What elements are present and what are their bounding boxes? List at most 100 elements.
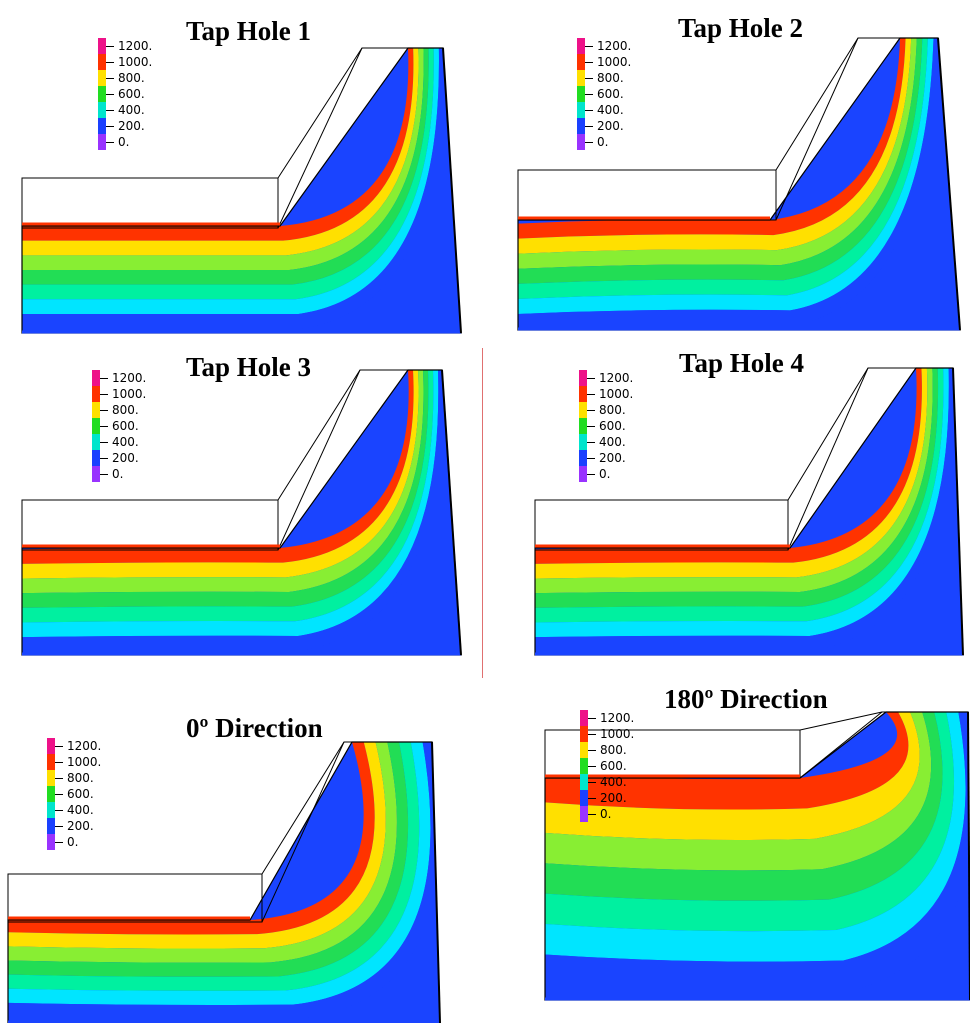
legend-tick bbox=[587, 378, 595, 379]
legend-label: 400. bbox=[112, 435, 139, 449]
legend-swatch bbox=[580, 742, 588, 758]
legend-swatch bbox=[579, 370, 587, 386]
legend-swatch bbox=[579, 402, 587, 418]
legend-swatch bbox=[98, 38, 106, 54]
separator-line bbox=[482, 348, 483, 678]
legend-label: 600. bbox=[118, 87, 145, 101]
slant-edge bbox=[799, 711, 883, 779]
legend-tick bbox=[55, 826, 63, 827]
legend-swatch bbox=[92, 434, 100, 450]
legend-swatch bbox=[47, 818, 55, 834]
legend-label: 0. bbox=[118, 135, 130, 149]
legend-tick bbox=[588, 782, 596, 783]
legend-tick bbox=[588, 798, 596, 799]
legend-label: 1000. bbox=[597, 55, 632, 69]
legend-swatch bbox=[92, 418, 100, 434]
slant-edge bbox=[787, 367, 869, 551]
panel-title: 0º Direction bbox=[186, 713, 323, 743]
legend-swatch bbox=[577, 38, 585, 54]
right-wall bbox=[937, 37, 961, 331]
legend-label: 600. bbox=[599, 419, 626, 433]
legend-label: 1000. bbox=[599, 387, 634, 401]
legend-tick bbox=[55, 762, 63, 763]
legend-tick bbox=[587, 426, 595, 427]
legend-swatch bbox=[98, 118, 106, 134]
legend-label: 0. bbox=[599, 467, 611, 481]
legend-swatch bbox=[47, 754, 55, 770]
legend-tick bbox=[587, 394, 595, 395]
legend-swatch bbox=[577, 118, 585, 134]
legend-label: 800. bbox=[118, 71, 145, 85]
legend-tick bbox=[106, 94, 114, 95]
legend-swatch bbox=[98, 134, 106, 150]
legend-label: 1200. bbox=[118, 39, 153, 53]
legend-swatch bbox=[577, 86, 585, 102]
legend-label: 200. bbox=[67, 819, 94, 833]
legend-label: 1200. bbox=[112, 371, 147, 385]
legend-label: 800. bbox=[599, 403, 626, 417]
legend-swatch bbox=[98, 102, 106, 118]
legend-swatch bbox=[47, 770, 55, 786]
legend-tick bbox=[106, 62, 114, 63]
legend-label: 200. bbox=[118, 119, 145, 133]
legend-label: 200. bbox=[597, 119, 624, 133]
legend-tick bbox=[587, 458, 595, 459]
legend-tick bbox=[100, 394, 108, 395]
legend-swatch bbox=[579, 418, 587, 434]
legend-label: 1000. bbox=[118, 55, 153, 69]
contour-band bbox=[545, 712, 970, 993]
right-wall bbox=[441, 369, 462, 656]
legend-tick bbox=[106, 110, 114, 111]
legend-label: 400. bbox=[597, 103, 624, 117]
legend-tick bbox=[100, 474, 108, 475]
legend-tick bbox=[588, 718, 596, 719]
right-wall bbox=[442, 47, 462, 334]
contour-band bbox=[545, 712, 932, 871]
legend-label: 600. bbox=[67, 787, 94, 801]
legend-swatch bbox=[577, 70, 585, 86]
legend-tick bbox=[100, 458, 108, 459]
legend-tick bbox=[100, 378, 108, 379]
legend-label: 1000. bbox=[67, 755, 102, 769]
legend-label: 200. bbox=[600, 791, 627, 805]
color-legend: 1200. 1000. 800. 600. 400. 200. 0. bbox=[577, 38, 667, 168]
legend-swatch bbox=[579, 434, 587, 450]
legend-label: 800. bbox=[600, 743, 627, 757]
contour-band bbox=[545, 712, 955, 932]
legend-tick bbox=[100, 410, 108, 411]
legend-tick bbox=[106, 46, 114, 47]
legend-label: 1000. bbox=[600, 727, 635, 741]
slant-edge bbox=[277, 47, 363, 229]
legend-tick bbox=[588, 814, 596, 815]
legend-tick bbox=[585, 78, 593, 79]
legend-swatch bbox=[580, 726, 588, 742]
legend-swatch bbox=[579, 386, 587, 402]
legend-tick bbox=[55, 810, 63, 811]
legend-label: 400. bbox=[599, 435, 626, 449]
legend-swatch bbox=[98, 54, 106, 70]
color-legend: 1200. 1000. 800. 600. 400. 200. 0. bbox=[579, 370, 669, 500]
legend-label: 600. bbox=[600, 759, 627, 773]
panel-title: Tap Hole 1 bbox=[186, 16, 312, 46]
legend-label: 0. bbox=[67, 835, 79, 849]
legend-tick bbox=[55, 842, 63, 843]
legend-tick bbox=[585, 94, 593, 95]
legend-swatch bbox=[47, 834, 55, 850]
contour-band bbox=[545, 712, 966, 962]
legend-label: 800. bbox=[67, 771, 94, 785]
legend-tick bbox=[585, 110, 593, 111]
legend-tick bbox=[585, 142, 593, 143]
legend-swatch bbox=[92, 466, 100, 482]
legend-tick bbox=[588, 766, 596, 767]
panel-title: Tap Hole 2 bbox=[678, 13, 804, 43]
legend-label: 400. bbox=[67, 803, 94, 817]
legend-swatch bbox=[577, 102, 585, 118]
legend-tick bbox=[106, 142, 114, 143]
legend-swatch bbox=[98, 86, 106, 102]
color-legend: 1200. 1000. 800. 600. 400. 200. 0. bbox=[92, 370, 182, 500]
legend-tick bbox=[55, 746, 63, 747]
legend-swatch bbox=[580, 806, 588, 822]
